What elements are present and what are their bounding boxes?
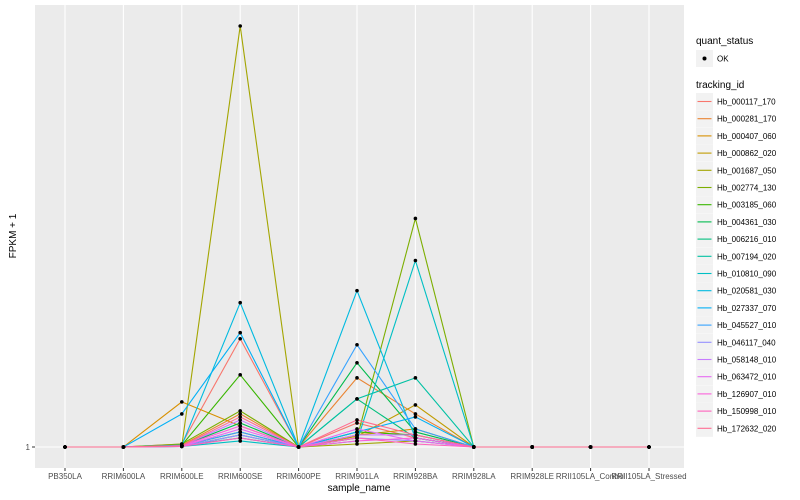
legend-label: Hb_172632_020 xyxy=(717,424,777,433)
legend-title-tracking-id: tracking_id xyxy=(696,80,744,91)
data-point xyxy=(413,439,418,443)
x-axis-title: sample_name xyxy=(328,483,391,494)
data-point xyxy=(355,430,359,434)
legend-label: Hb_000862_020 xyxy=(717,149,777,158)
data-point xyxy=(238,300,242,305)
data-point xyxy=(355,439,359,443)
x-tick-label: RRIM600LA xyxy=(102,472,146,481)
data-point xyxy=(413,258,418,263)
x-tick-label: RRIM928LE xyxy=(510,472,554,481)
legend-label: Hb_027337_070 xyxy=(717,304,777,313)
data-point xyxy=(413,430,418,434)
legend-label: Hb_046117_040 xyxy=(717,338,776,347)
legend-label: Hb_063472_010 xyxy=(717,373,777,382)
data-point xyxy=(121,445,126,449)
data-point xyxy=(238,436,242,440)
legend-label: Hb_001687_050 xyxy=(717,166,777,175)
legend-label: Hb_007194_020 xyxy=(717,252,777,261)
x-tick-label: RRIM928BA xyxy=(393,472,438,481)
data-point xyxy=(238,418,242,422)
data-point xyxy=(238,412,242,416)
data-point xyxy=(238,424,242,428)
data-point xyxy=(238,433,242,437)
data-point xyxy=(238,430,242,434)
legend-point-key xyxy=(702,56,707,61)
data-point xyxy=(355,436,359,440)
data-point xyxy=(296,445,301,449)
data-point xyxy=(180,412,184,416)
legend-label: Hb_000281_170 xyxy=(717,115,777,124)
data-point xyxy=(180,400,184,404)
data-point xyxy=(355,397,359,401)
x-tick-label: RRIM600PE xyxy=(276,472,320,481)
data-point xyxy=(588,445,593,449)
x-tick-label: RRIM600LE xyxy=(160,472,204,481)
grid xyxy=(35,5,684,468)
data-point xyxy=(238,336,242,341)
data-point xyxy=(355,376,359,380)
legend-label: Hb_020581_030 xyxy=(717,287,777,296)
data-point xyxy=(238,330,242,335)
data-point xyxy=(355,342,359,347)
plot-panel xyxy=(35,5,684,468)
legend-label: Hb_002774_130 xyxy=(717,184,777,193)
data-point xyxy=(413,403,418,407)
data-point xyxy=(355,418,359,422)
legend-label: Hb_045527_010 xyxy=(717,321,777,330)
data-point xyxy=(238,415,242,419)
data-point xyxy=(63,445,67,449)
legend: quant_status OK tracking_id Hb_000117_170 Hb… xyxy=(696,36,777,437)
data-point xyxy=(355,361,359,365)
data-point xyxy=(355,427,359,431)
data-point xyxy=(355,433,359,437)
legend-label: Hb_058148_010 xyxy=(717,356,777,365)
legend-label: Hb_000117_170 xyxy=(717,98,776,107)
y-axis: 1 xyxy=(26,443,35,452)
data-point xyxy=(413,442,418,446)
data-point xyxy=(413,376,418,380)
data-point xyxy=(180,443,184,448)
x-tick-label: RRIM600SE xyxy=(218,472,262,481)
data-point xyxy=(238,373,242,377)
x-tick-label: RRIM928LA xyxy=(452,472,496,481)
legend-label: Hb_003185_060 xyxy=(717,201,777,210)
x-axis: PB350LA RRIM600LA RRIM600LE RRIM600SE RRIM60… xyxy=(48,468,687,481)
data-point xyxy=(413,216,418,221)
y-tick-label: 1 xyxy=(26,443,31,452)
data-point xyxy=(238,427,242,431)
data-point xyxy=(413,436,418,440)
data-point xyxy=(238,409,242,413)
data-point xyxy=(413,415,418,419)
data-point xyxy=(355,442,359,446)
legend-label: Hb_004361_030 xyxy=(717,218,777,227)
data-point xyxy=(472,445,476,449)
legend-label: Hb_010810_090 xyxy=(717,270,777,279)
x-tick-label: RRII105LA_Control xyxy=(556,472,626,481)
y-axis-title: FPKM + 1 xyxy=(8,213,19,258)
data-point xyxy=(238,439,242,443)
data-point xyxy=(413,412,418,416)
data-point xyxy=(530,445,534,449)
data-points xyxy=(63,24,651,449)
x-tick-label: RRIM901LA xyxy=(335,472,379,481)
legend-label: Hb_006216_010 xyxy=(717,235,777,244)
x-tick-label: PB350LA xyxy=(48,472,82,481)
data-point xyxy=(355,421,359,425)
data-point xyxy=(413,433,418,437)
data-point xyxy=(413,427,418,431)
data-point xyxy=(355,288,359,293)
x-tick-label: RRII105LA_Stressed xyxy=(611,472,686,481)
data-point xyxy=(647,445,651,449)
legend-label: Hb_126907_010 xyxy=(717,390,777,399)
legend-label: OK xyxy=(717,55,729,64)
legend-label: Hb_000407_060 xyxy=(717,132,777,141)
data-point xyxy=(238,24,242,28)
legend-label: Hb_150998_010 xyxy=(717,407,777,416)
legend-title-quant-status: quant_status xyxy=(696,36,753,47)
data-point xyxy=(238,421,242,425)
